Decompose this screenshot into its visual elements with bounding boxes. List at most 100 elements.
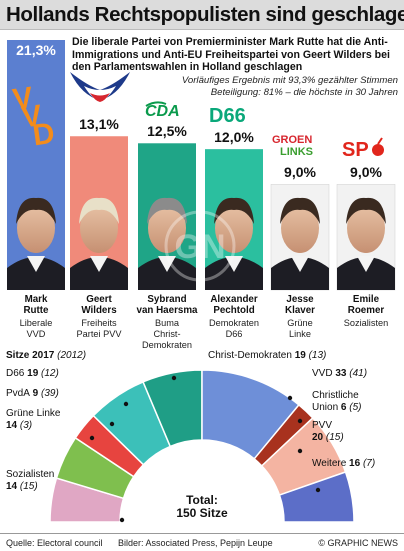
total-label: Total: [186, 493, 218, 507]
footer-pictures: Bilder: Associated Press, Pepijn Leupe [118, 538, 273, 548]
candidate-party-line: Freiheits [81, 318, 117, 328]
portrait-collar-2 [90, 256, 108, 272]
leader-dot [297, 448, 303, 454]
d66-logo: D66 [209, 105, 246, 127]
seat-label-sozialisten: Sozialisten 14 (15) [6, 469, 54, 493]
seat-party: PvdA [6, 388, 30, 399]
svg-text:CDA: CDA [145, 103, 180, 120]
seat-count: 19 [291, 350, 306, 361]
svg-text:D: D [31, 117, 57, 153]
seat-party: Union [312, 402, 339, 413]
portrait-hair-2 [79, 197, 119, 224]
seat-party: D66 [6, 368, 25, 379]
subline: Vorläufiges Ergebnis mit 93,3% gezählter… [72, 75, 398, 99]
leader-dot [297, 418, 303, 424]
candidate-party-line: Grüne [287, 318, 313, 328]
seat-party: PVV [312, 420, 333, 431]
leader-dot [287, 395, 293, 401]
candidate-party-line: VVD [26, 329, 46, 339]
candidate-name-line: van Haersma [136, 305, 198, 316]
vote-pct-3: 12,5% [147, 123, 187, 140]
candidate-name-line: Pechtold [213, 305, 255, 316]
seat-segment-weitere [278, 471, 355, 523]
svg-text:LINKS: LINKS [280, 146, 313, 158]
title-bar: Hollands Rechtspopulisten sind geschlage… [0, 0, 404, 30]
candidate-name-line: Emile [352, 294, 380, 305]
candidate-party-line: Christ- [153, 329, 181, 339]
portrait-face-3 [148, 203, 186, 253]
footer: Quelle: Electoral council Bilder: Associ… [0, 533, 404, 551]
leader-dot [315, 487, 321, 493]
svg-text:D66: D66 [209, 105, 246, 127]
seat-party: Sozialisten [6, 469, 55, 480]
candidate-name-line: Rutte [23, 305, 49, 316]
candidate-name-line: Wilders [81, 305, 117, 316]
candidate-party-4: Demokraten D66 [203, 318, 265, 340]
candidate-name-line: Roemer [347, 305, 385, 316]
seat-count: 6 [338, 402, 347, 413]
seat-label-vvd: VVD 33 (41) [312, 368, 367, 380]
candidate-party-line: Demokraten [208, 318, 260, 328]
svg-text:GROEN: GROEN [272, 134, 312, 146]
candidate-party-line: Buma [154, 318, 179, 328]
total-value: 150 Sitze [176, 506, 228, 520]
cda-logo: CDA [145, 101, 180, 120]
svg-text:GN: GN [175, 228, 226, 266]
leader-dot [123, 401, 129, 407]
total-seats: Total: 150 Sitze [152, 494, 252, 520]
seat-prev: (7) [360, 458, 376, 469]
portrait-suit-6 [337, 257, 395, 290]
portrait-collar-1 [27, 256, 45, 272]
pvv-bird-logo [70, 72, 130, 102]
candidate-party-line: Linke [289, 329, 311, 339]
candidate-party-1: Liberale VVD [5, 318, 67, 340]
footer-source: Quelle: Electoral council [6, 538, 103, 548]
watermark: GN [164, 210, 236, 282]
candidate-name-2: Geert Wilders [68, 294, 130, 316]
seat-prev: (12) [38, 368, 59, 379]
vote-pct-5: 9,0% [284, 164, 316, 181]
candidate-name-6: Emile Roemer [335, 294, 397, 316]
candidate-name-4: Alexander Pechtold [203, 294, 265, 316]
portrait-face-1 [17, 203, 55, 253]
candidate-name-line: Mark [24, 294, 48, 305]
seat-label-christliche-union: Christliche Union 6 (5) [312, 390, 361, 414]
seat-label-gr-ne-linke: Grüne Linke 14 (3) [6, 408, 60, 432]
candidate-party-line: D66 [225, 329, 243, 339]
candidate-name-line: Jesse [286, 294, 314, 305]
seat-prev: (13) [305, 350, 327, 361]
portrait-collar-3 [158, 256, 176, 272]
groenlinks-logo: GROEN LINKS [272, 134, 313, 158]
seats-heading-year: Sitze 2017 [6, 350, 55, 361]
portrait-face-2 [80, 203, 118, 253]
portrait-suit-5 [271, 257, 329, 290]
seat-count: 9 [29, 388, 39, 399]
candidate-name-5: Jesse Klaver [269, 294, 331, 316]
seat-party: Weitere [312, 458, 347, 469]
seat-prev: (15) [323, 432, 344, 443]
portrait-hair-3 [147, 197, 187, 224]
seat-count: 14 [6, 420, 18, 431]
seats-heading-prev: (2012) [57, 350, 87, 361]
seat-label-christ-demokraten: Christ-Demokraten 19 (13) [208, 350, 326, 362]
seat-party: VVD [312, 368, 333, 379]
candidate-party-5: Grüne Linke [269, 318, 331, 340]
subline-count: Vorläufiges Ergebnis mit 93,3% gezählter… [181, 75, 398, 86]
intro-text: Die liberale Partei von Premierminister … [72, 36, 390, 74]
seat-label-d66: D66 19 (12) [6, 368, 59, 380]
seat-label-pvda: PvdA 9 (39) [6, 388, 59, 400]
candidate-party-line: Demokraten [141, 340, 193, 350]
leader-dot [109, 421, 115, 427]
sp-logo: SP [342, 137, 384, 161]
candidate-name-1: Mark Rutte [5, 294, 67, 316]
candidate-name-3: Sybrand van Haersma [136, 294, 198, 316]
portrait-suit-1 [7, 257, 65, 290]
portrait-collar-4 [225, 256, 243, 272]
portrait-suit-3 [138, 257, 196, 290]
candidate-name-line: Alexander [210, 294, 258, 305]
vote-pct-1: 21,3% [16, 42, 56, 58]
portrait-hair-6 [346, 197, 386, 224]
candidate-name-line: Sybrand [147, 294, 187, 305]
leader-dot [171, 375, 177, 381]
